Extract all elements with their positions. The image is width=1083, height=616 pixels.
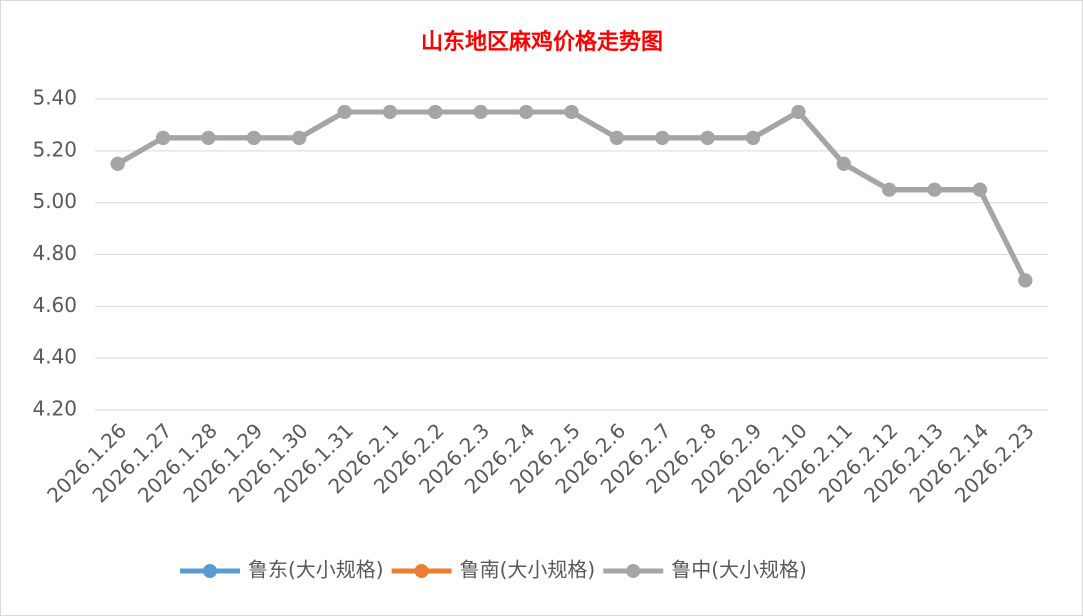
legend-item: 鲁东(大小规格) [180,558,384,582]
legend-item: 鲁中(大小规格) [603,558,807,582]
data-point [791,104,806,119]
data-point [337,104,352,119]
data-point [519,104,534,119]
y-tick-label: 4.80 [32,241,77,265]
data-point [927,182,942,197]
legend-label: 鲁东(大小规格) [248,558,384,582]
chart-title: 山东地区麻鸡价格走势图 [421,29,663,55]
legend-item: 鲁南(大小规格) [391,558,596,582]
data-point [110,156,125,171]
legend-swatch-marker [414,564,429,578]
data-point [564,104,579,119]
legend-swatch-marker [203,564,217,578]
data-point [292,130,307,145]
data-point [1018,273,1033,288]
y-tick-label: 5.00 [32,189,77,213]
y-tick-label: 4.20 [32,397,77,421]
legend-swatch-marker [626,564,641,578]
data-point [655,130,670,145]
y-tick-label: 4.40 [32,345,77,369]
data-point [473,104,488,119]
data-point [746,130,761,145]
data-point [700,130,715,145]
data-point [201,130,216,145]
y-tick-label: 4.60 [32,293,77,317]
y-tick-label: 5.20 [32,137,77,161]
data-point [882,182,897,197]
data-point [156,130,171,145]
data-point [246,130,261,145]
legend-label: 鲁南(大小规格) [460,558,596,582]
legend-label: 鲁中(大小规格) [671,558,807,582]
y-tick-label: 5.40 [32,86,77,110]
data-point [836,156,851,171]
data-point [428,104,443,119]
data-point [609,130,624,145]
data-point [972,182,987,197]
data-point [382,104,397,119]
